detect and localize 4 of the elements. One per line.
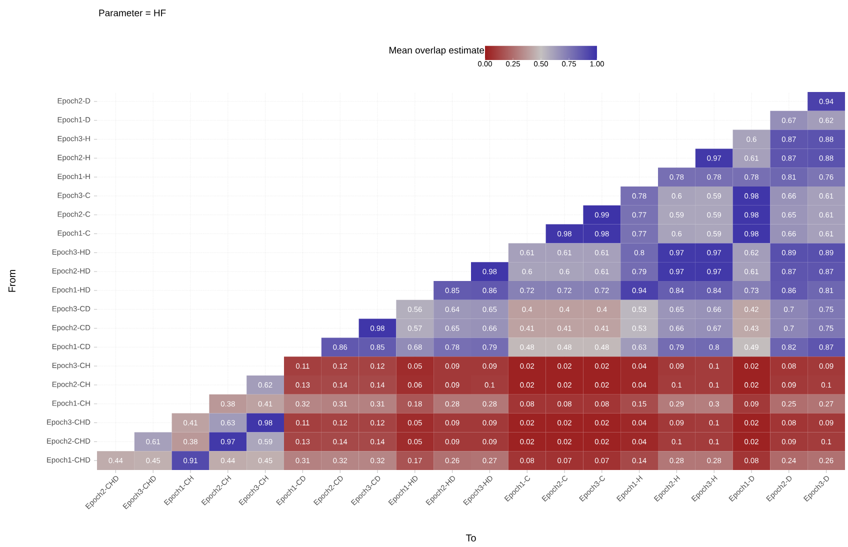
color-bar-title: Mean overlap estimate (390, 46, 484, 56)
y-axis-title: From (8, 270, 16, 292)
x-axis-title: To (466, 534, 476, 542)
chart-title: Parameter = HF (99, 10, 166, 16)
